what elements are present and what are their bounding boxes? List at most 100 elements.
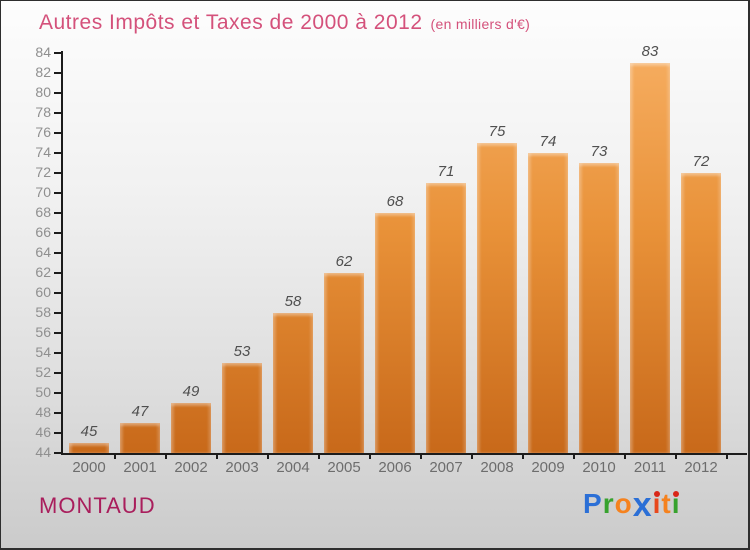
y-axis-tick — [54, 192, 61, 194]
y-axis-line — [61, 51, 63, 455]
x-axis-label: 2009 — [531, 459, 565, 476]
brand-letter: r — [602, 488, 615, 519]
y-axis-tick-label: 56 — [35, 324, 51, 340]
brand-letter: o — [614, 488, 633, 519]
y-axis-tick — [54, 372, 61, 374]
y-axis-tick — [54, 132, 61, 134]
bar-value-label: 62 — [335, 253, 353, 270]
x-axis-label: 2002 — [174, 459, 208, 476]
bar — [120, 423, 160, 453]
x-axis-label: 2004 — [276, 459, 310, 476]
y-axis-tick — [54, 352, 61, 354]
x-axis-tick — [215, 453, 218, 459]
bar — [324, 273, 364, 453]
x-axis-tick — [266, 453, 269, 459]
y-axis-tick-label: 72 — [35, 164, 51, 180]
chart-subtitle: (en milliers d'€) — [430, 16, 531, 32]
bar — [477, 143, 517, 453]
x-axis-tick — [470, 453, 473, 459]
y-axis-tick — [54, 172, 61, 174]
x-axis-label: 2011 — [633, 459, 667, 476]
y-axis-tick-label: 48 — [35, 404, 51, 420]
brand-i-dot — [673, 491, 680, 497]
y-axis-tick — [54, 52, 61, 54]
y-axis-tick — [54, 452, 61, 454]
y-axis-tick — [54, 92, 61, 94]
bar-value-label: 72 — [692, 153, 710, 170]
y-axis-tick-label: 44 — [35, 444, 51, 460]
y-axis-tick — [54, 412, 61, 414]
brand-letter: P — [583, 488, 603, 519]
x-axis-label: 2008 — [480, 459, 514, 476]
x-axis-line — [61, 453, 747, 455]
x-axis-label: 2010 — [582, 459, 616, 476]
y-axis-tick-label: 62 — [35, 264, 51, 280]
bar-value-label: 75 — [488, 123, 506, 140]
x-axis-tick — [623, 453, 626, 459]
bar-value-label: 74 — [539, 133, 557, 150]
bar-value-label: 83 — [641, 43, 659, 60]
proxiti-logo: Proxı tı — [583, 486, 681, 524]
bar — [273, 313, 313, 453]
bar — [630, 63, 670, 453]
bar — [171, 403, 211, 453]
x-axis-tick — [113, 453, 116, 459]
y-axis-tick — [54, 312, 61, 314]
x-axis-tick — [725, 453, 728, 459]
bar — [426, 183, 466, 453]
x-axis-label: 2003 — [225, 459, 259, 476]
bar — [222, 363, 262, 453]
x-axis-tick — [317, 453, 320, 459]
y-axis-tick — [54, 112, 61, 114]
y-axis-tick-label: 78 — [35, 104, 51, 120]
bar — [528, 153, 568, 453]
y-axis-tick — [54, 252, 61, 254]
x-axis-tick — [674, 453, 677, 459]
y-axis-tick-label: 50 — [35, 384, 51, 400]
brand-letter-x: x — [632, 486, 653, 524]
bar-value-label: 71 — [437, 163, 455, 180]
bar — [69, 443, 109, 453]
bar-value-label: 58 — [284, 293, 302, 310]
x-axis-label: 2005 — [327, 459, 361, 476]
x-axis-tick — [572, 453, 575, 459]
bar-value-label: 45 — [80, 423, 98, 440]
y-axis-tick-label: 52 — [35, 364, 51, 380]
bar-value-label: 53 — [233, 343, 251, 360]
location-label: MONTAUD — [39, 493, 156, 518]
bar — [375, 213, 415, 453]
x-axis-tick — [164, 453, 167, 459]
y-axis-tick-label: 68 — [35, 204, 51, 220]
chart-header: Autres Impôts et Taxes de 2000 à 2012 (en… — [39, 11, 530, 35]
chart-title: Autres Impôts et Taxes de 2000 à 2012 — [39, 11, 423, 34]
y-axis-tick-label: 82 — [35, 64, 51, 80]
brand-letter: t — [661, 488, 672, 519]
bar — [579, 163, 619, 453]
y-axis-tick-label: 70 — [35, 184, 51, 200]
x-axis-label: 2012 — [684, 459, 718, 476]
x-axis-tick — [521, 453, 524, 459]
y-axis-tick — [54, 152, 61, 154]
y-axis-tick — [54, 72, 61, 74]
y-axis-tick — [54, 232, 61, 234]
y-axis-tick-label: 66 — [35, 224, 51, 240]
y-axis-tick-label: 80 — [35, 84, 51, 100]
brand-letter: ı — [671, 488, 681, 519]
y-axis-tick — [54, 212, 61, 214]
bar-value-label: 49 — [182, 383, 200, 400]
y-axis-tick-label: 74 — [35, 144, 51, 160]
x-axis-label: 2006 — [378, 459, 412, 476]
y-axis-tick-label: 64 — [35, 244, 51, 260]
y-axis-tick-label: 54 — [35, 344, 51, 360]
y-axis-tick — [54, 392, 61, 394]
x-axis-label: 2007 — [429, 459, 463, 476]
bar-value-label: 73 — [590, 143, 608, 160]
brand-letter: ı — [652, 488, 662, 519]
x-axis-tick — [419, 453, 422, 459]
x-axis-label: 2000 — [72, 459, 106, 476]
y-axis-tick — [54, 332, 61, 334]
y-axis-tick-label: 76 — [35, 124, 51, 140]
bar-value-label: 68 — [386, 193, 404, 210]
